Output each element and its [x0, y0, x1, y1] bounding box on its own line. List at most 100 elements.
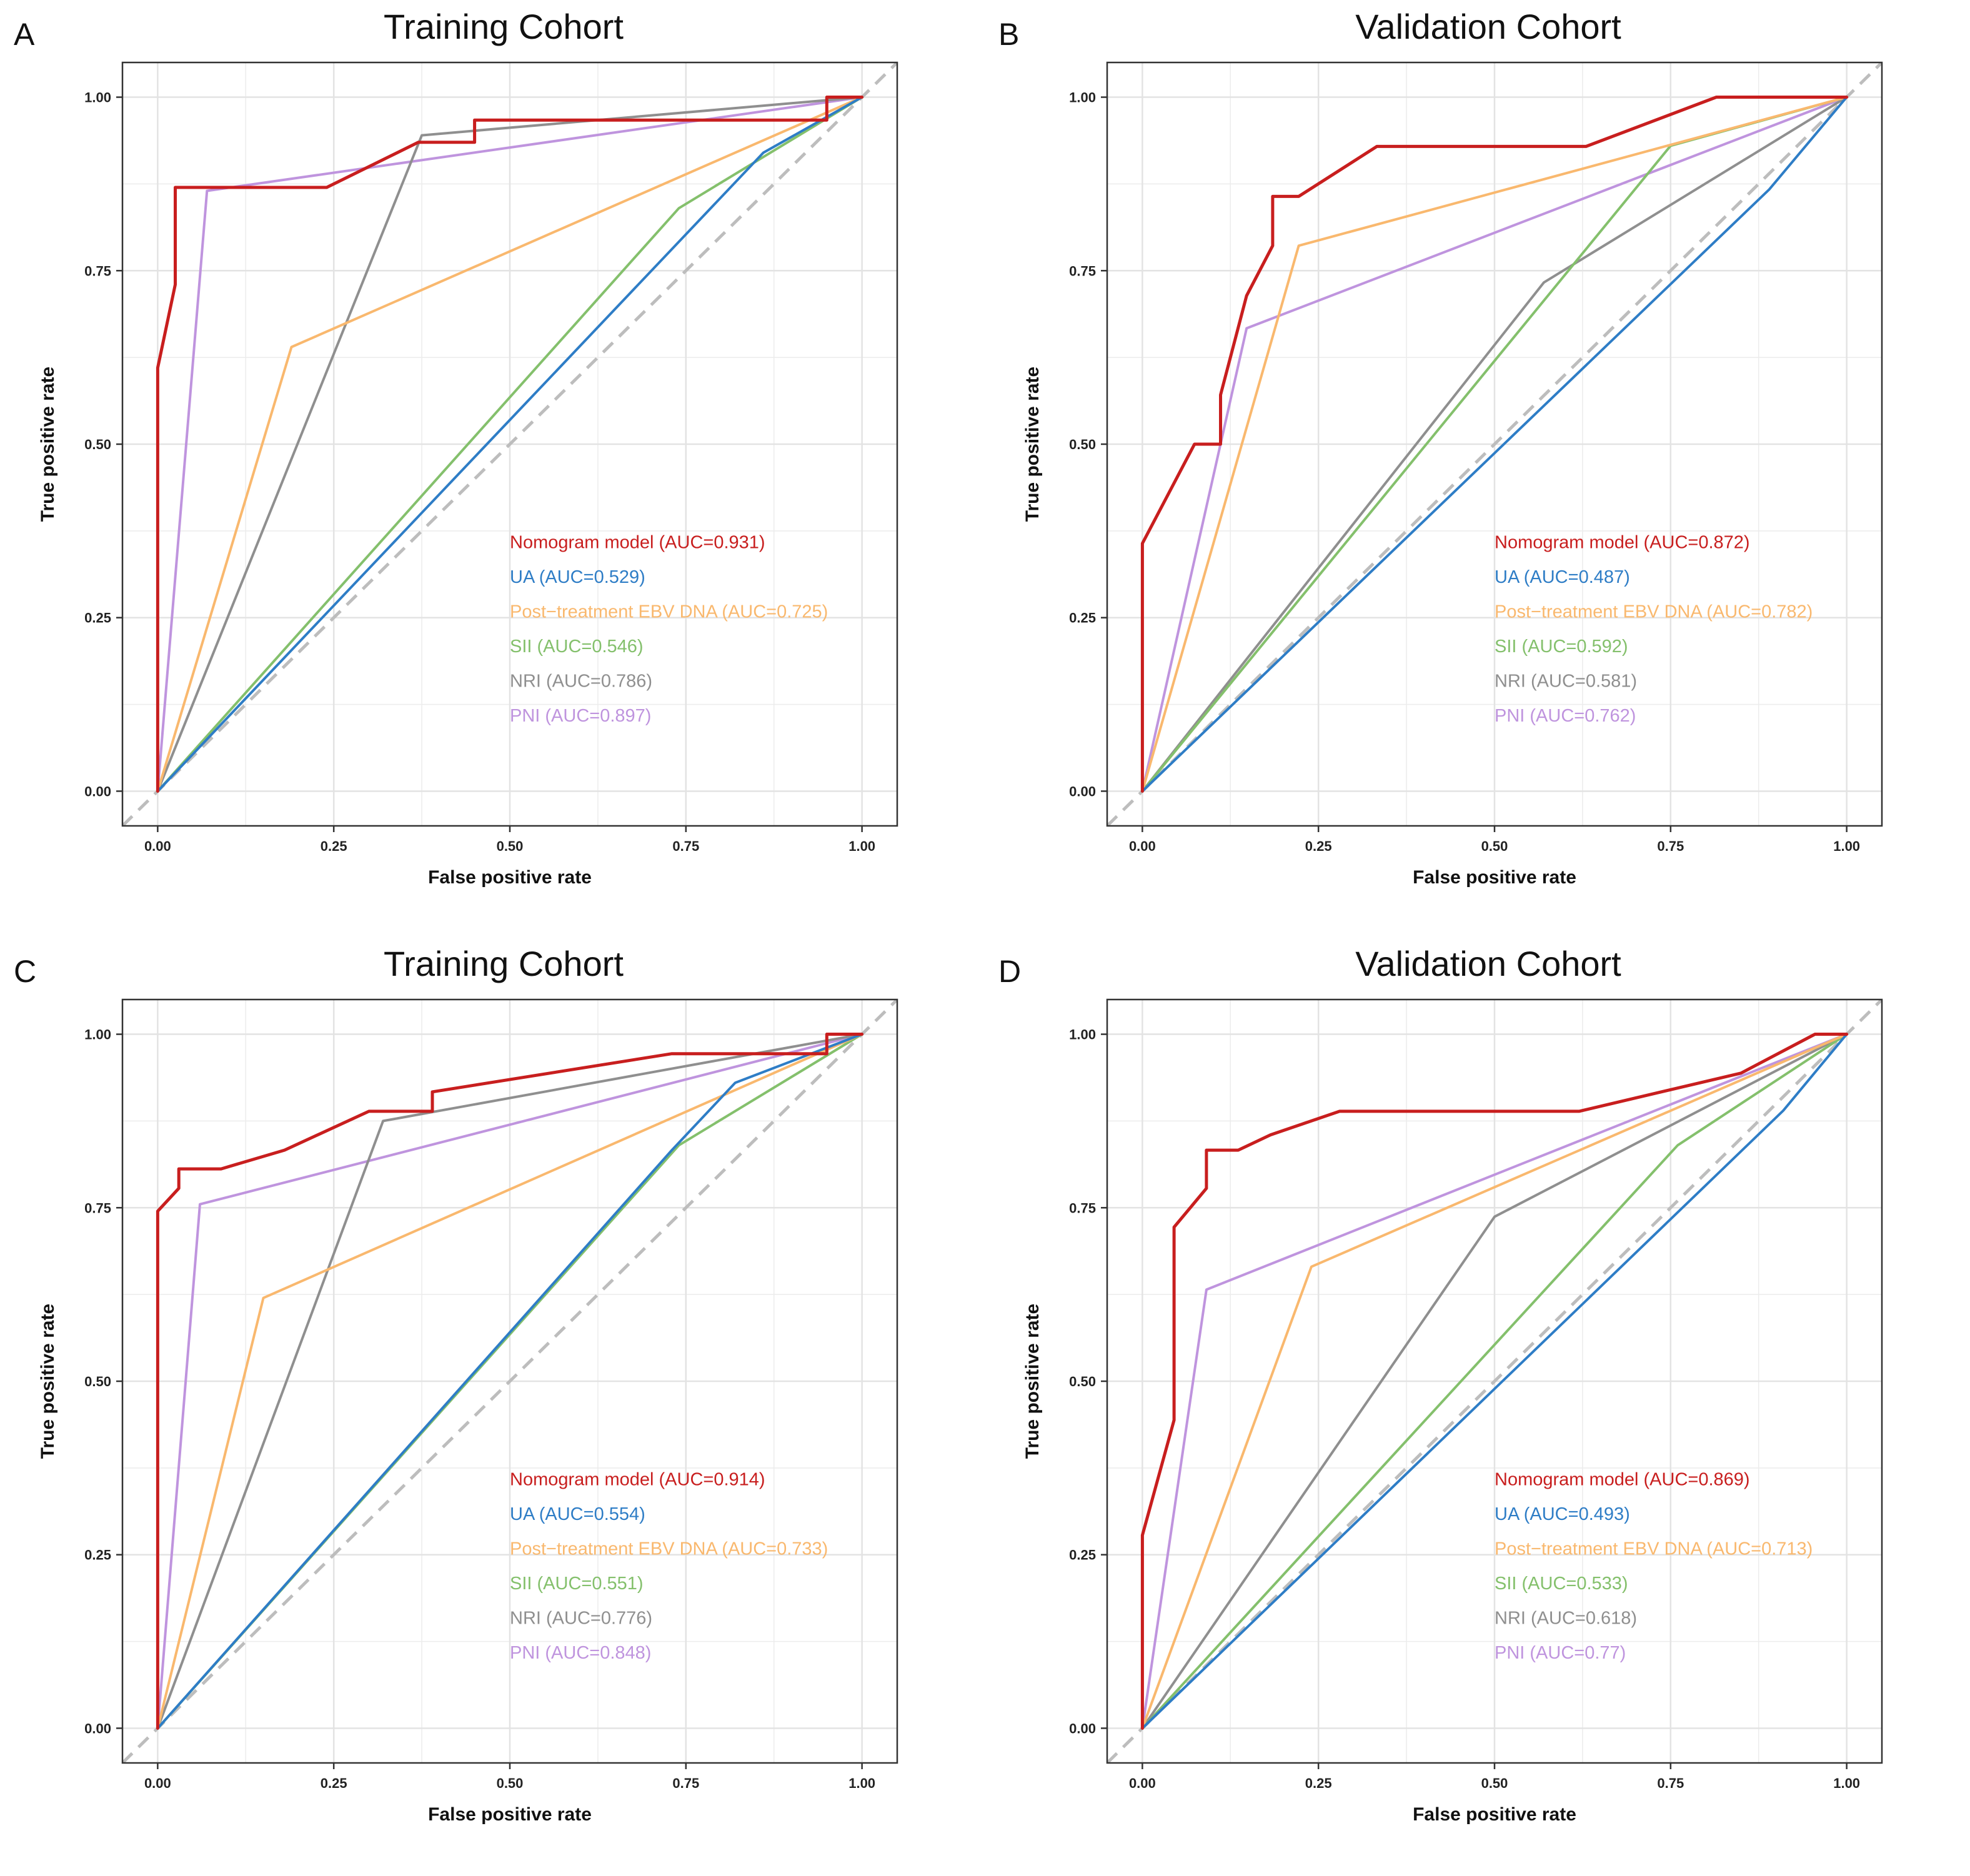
x-axis-title: False positive rate	[428, 1804, 592, 1825]
plot-title: Validation Cohort	[1355, 7, 1621, 46]
diagonal-reference-line	[1107, 62, 1882, 826]
roc-curve-ua	[156, 96, 863, 793]
legend-entry-ua: UA (AUC=0.493)	[1495, 1504, 1630, 1524]
y-tick-label: 0.50	[84, 1374, 111, 1389]
roc-chart-svg: 0.00 0.25 0.50 0.75 1.00 0.00 0.25 0.50 0.75 1.00…	[14, 944, 898, 1825]
panel-letter: D	[998, 954, 1021, 989]
x-tick-label: 1.00	[1833, 1775, 1860, 1791]
x-tick-label: 0.50	[1481, 838, 1508, 854]
x-tick-label: 1.00	[1833, 838, 1860, 854]
roc-curve-pni	[1141, 1033, 1848, 1730]
roc-curve-nri	[156, 1033, 863, 1730]
legend-entry-nomogram-model: Nomogram model (AUC=0.914)	[510, 1470, 765, 1490]
y-axis-title: True positive rate	[1022, 1304, 1043, 1459]
roc-curve-nomogram-model	[156, 96, 864, 793]
roc-curve-ua	[1141, 96, 1848, 793]
y-tick-label: 0.25	[1069, 1547, 1096, 1563]
y-tick-label: 0.75	[84, 1200, 111, 1216]
roc-curve-ua	[1141, 1033, 1848, 1730]
legend-entry-nomogram-model: Nomogram model (AUC=0.931)	[510, 533, 765, 553]
legend-entry-nri: NRI (AUC=0.776)	[510, 1609, 652, 1629]
plot-title: Training Cohort	[384, 944, 624, 983]
y-axis-title: True positive rate	[1022, 367, 1043, 522]
legend-entry-pni: PNI (AUC=0.848)	[510, 1643, 651, 1663]
roc-panel-a: 0.00 0.25 0.50 0.75 1.00 0.00 0.25 0.50 0.75 1.00…	[0, 0, 985, 937]
legend-entry-nri: NRI (AUC=0.581)	[1495, 672, 1637, 692]
diagonal-reference-line	[122, 1000, 897, 1763]
roc-panel-d: 0.00 0.25 0.50 0.75 1.00 0.00 0.25 0.50 0.75 1.00…	[985, 937, 1969, 1874]
x-tick-label: 0.25	[1305, 838, 1332, 854]
y-tick-label: 1.00	[1069, 1027, 1096, 1043]
legend-entry-pni: PNI (AUC=0.77)	[1495, 1643, 1626, 1663]
roc-chart-svg: 0.00 0.25 0.50 0.75 1.00 0.00 0.25 0.50 0.75 1.00…	[998, 944, 1883, 1825]
panel-letter: B	[998, 17, 1019, 52]
legend-entry-pni: PNI (AUC=0.897)	[510, 706, 651, 726]
roc-curve-pni	[156, 1033, 863, 1730]
x-axis-title: False positive rate	[428, 867, 592, 888]
y-tick-label: 0.50	[1069, 1374, 1096, 1389]
x-tick-label: 1.00	[848, 838, 875, 854]
roc-chart-svg: 0.00 0.25 0.50 0.75 1.00 0.00 0.25 0.50 0.75 1.00…	[998, 7, 1883, 888]
y-axis-title: True positive rate	[37, 367, 58, 522]
x-tick-label: 0.50	[497, 1775, 524, 1791]
roc-curve-ua	[156, 1033, 863, 1730]
plot-title: Training Cohort	[384, 7, 624, 46]
roc-chart-svg: 0.00 0.25 0.50 0.75 1.00 0.00 0.25 0.50 0.75 1.00…	[14, 7, 898, 888]
legend-entry-sii: SII (AUC=0.546)	[510, 637, 644, 657]
roc-curve-nomogram-model	[1140, 96, 1849, 793]
y-tick-label: 1.00	[84, 1027, 111, 1043]
plot-title: Validation Cohort	[1355, 944, 1621, 983]
roc-curve-nomogram-model	[156, 1033, 864, 1730]
panel-letter: A	[14, 17, 35, 52]
x-axis-title: False positive rate	[1413, 1804, 1576, 1825]
roc-curve-nri	[1141, 96, 1848, 793]
roc-curve-nri	[156, 96, 863, 793]
x-tick-label: 0.75	[1657, 1775, 1684, 1791]
legend-entry-nomogram-model: Nomogram model (AUC=0.872)	[1495, 533, 1750, 553]
legend-entry-sii: SII (AUC=0.533)	[1495, 1574, 1628, 1594]
x-tick-label: 0.00	[144, 838, 171, 854]
y-tick-label: 0.00	[1069, 1720, 1096, 1736]
legend-entry-sii: SII (AUC=0.592)	[1495, 637, 1628, 657]
roc-curve-post-treatment-ebv-dna	[1141, 96, 1848, 793]
legend-entry-nri: NRI (AUC=0.618)	[1495, 1609, 1637, 1629]
x-tick-label: 0.00	[1129, 838, 1156, 854]
y-tick-label: 0.00	[84, 783, 111, 799]
roc-curve-nomogram-model	[1140, 1033, 1849, 1730]
x-tick-label: 0.00	[144, 1775, 171, 1791]
legend-entry-pni: PNI (AUC=0.762)	[1495, 706, 1636, 726]
roc-curve-post-treatment-ebv-dna	[156, 1033, 863, 1730]
legend-entry-ua: UA (AUC=0.554)	[510, 1504, 645, 1524]
roc-curve-pni	[156, 96, 863, 793]
x-tick-label: 0.25	[321, 1775, 347, 1791]
legend-entry-post-treatment-ebv-dna: Post−treatment EBV DNA (AUC=0.713)	[1495, 1539, 1813, 1559]
roc-curve-sii	[1141, 1033, 1848, 1730]
y-tick-label: 0.75	[1069, 1200, 1096, 1216]
x-tick-label: 0.75	[672, 1775, 699, 1791]
legend-entry-post-treatment-ebv-dna: Post−treatment EBV DNA (AUC=0.782)	[1495, 602, 1813, 622]
y-tick-label: 0.00	[1069, 783, 1096, 799]
y-tick-label: 0.00	[84, 1720, 111, 1736]
x-tick-label: 0.50	[497, 838, 524, 854]
y-tick-label: 0.25	[1069, 610, 1096, 626]
y-tick-label: 0.75	[1069, 263, 1096, 279]
diagonal-reference-line	[1107, 1000, 1882, 1763]
legend-entry-nomogram-model: Nomogram model (AUC=0.869)	[1495, 1470, 1750, 1490]
legend-entry-post-treatment-ebv-dna: Post−treatment EBV DNA (AUC=0.733)	[510, 1539, 828, 1559]
x-tick-label: 0.75	[1657, 838, 1684, 854]
legend-entry-ua: UA (AUC=0.487)	[1495, 567, 1630, 587]
y-tick-label: 1.00	[1069, 90, 1096, 106]
grid	[1107, 1000, 1882, 1763]
legend-entry-sii: SII (AUC=0.551)	[510, 1574, 644, 1594]
y-tick-label: 0.75	[84, 263, 111, 279]
y-tick-label: 0.25	[84, 610, 111, 626]
y-tick-label: 1.00	[84, 90, 111, 106]
x-tick-label: 0.25	[1305, 1775, 1332, 1791]
y-tick-label: 0.50	[84, 437, 111, 452]
roc-panel-b: 0.00 0.25 0.50 0.75 1.00 0.00 0.25 0.50 0.75 1.00…	[985, 0, 1969, 937]
x-tick-label: 0.75	[672, 838, 699, 854]
y-tick-label: 0.50	[1069, 437, 1096, 452]
legend-entry-post-treatment-ebv-dna: Post−treatment EBV DNA (AUC=0.725)	[510, 602, 828, 622]
roc-curve-post-treatment-ebv-dna	[156, 96, 863, 793]
legend-entry-nri: NRI (AUC=0.786)	[510, 672, 652, 692]
